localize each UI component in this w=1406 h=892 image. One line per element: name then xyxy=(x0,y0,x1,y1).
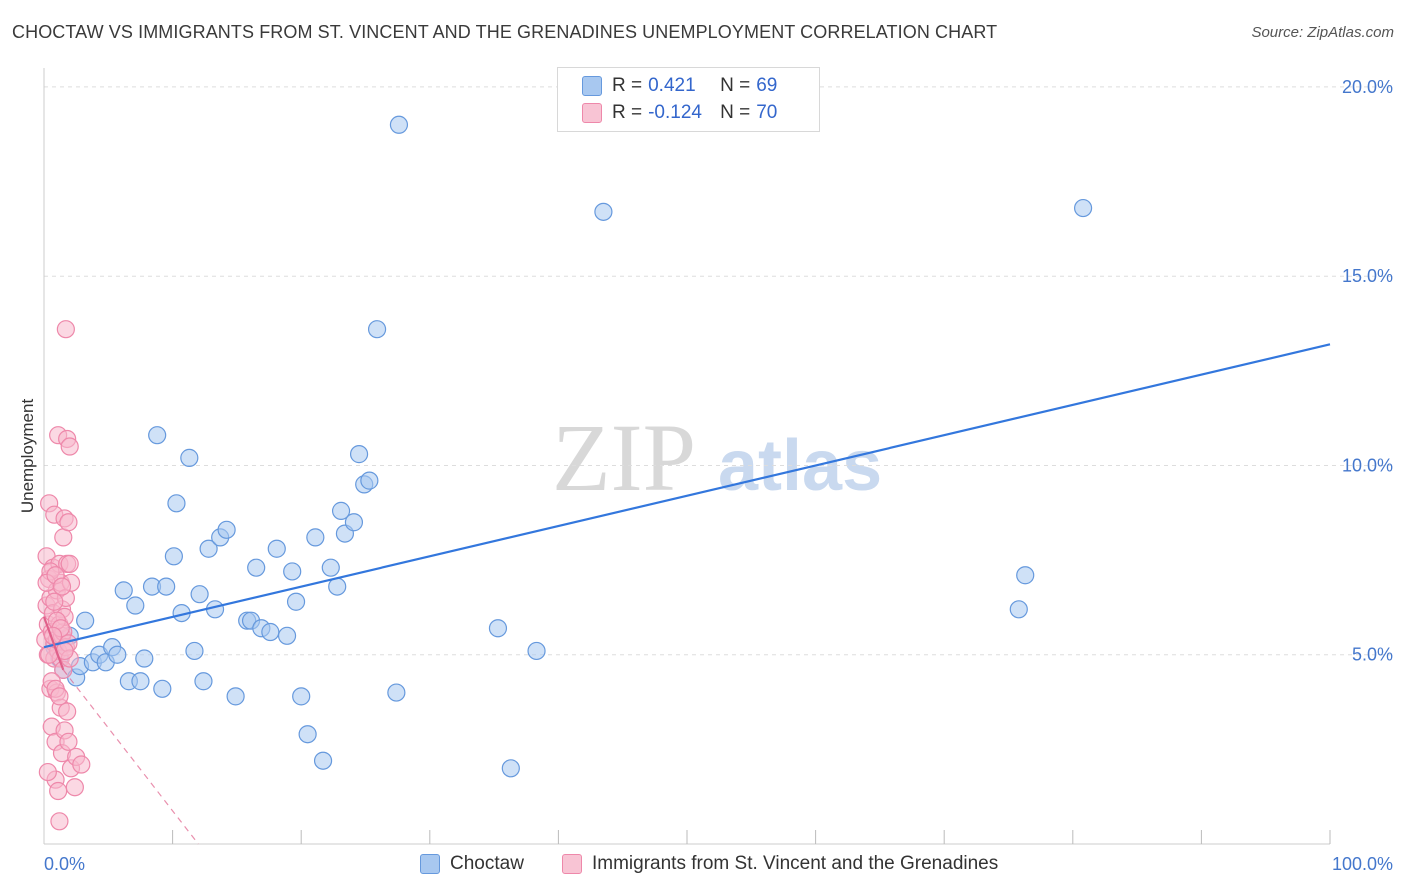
svg-immigrant-point xyxy=(50,812,69,831)
choctaw-point xyxy=(1073,198,1093,218)
legend-row-svg: R = -0.124 N = 70 xyxy=(582,101,777,125)
choctaw-point xyxy=(1009,600,1028,619)
choctaw-point xyxy=(167,494,186,513)
choctaw-point xyxy=(349,445,369,464)
svg-immigrant-point xyxy=(56,320,75,339)
choctaw-point xyxy=(190,585,209,604)
svg-immigrant-point xyxy=(72,755,91,774)
y-tick-label: 20.0% xyxy=(1342,77,1393,97)
x-ticks xyxy=(172,830,1331,844)
choctaw-point xyxy=(76,611,95,630)
choctaw-point xyxy=(108,645,127,664)
legend-swatch-svg xyxy=(582,103,602,123)
data-points xyxy=(36,115,1093,831)
legend-r-value: -0.124 xyxy=(648,102,702,123)
legend-row-choctaw: R = 0.421 N = 69 xyxy=(582,74,777,98)
y-tick-label: 5.0% xyxy=(1352,645,1393,665)
svg-immigrant-point xyxy=(60,554,79,573)
choctaw-point xyxy=(180,448,199,467)
choctaw-point xyxy=(226,687,245,706)
choctaw-point xyxy=(387,683,406,702)
series-legend-svg: Immigrants from St. Vincent and the Gren… xyxy=(562,852,998,876)
series-name-svg: Immigrants from St. Vincent and the Gren… xyxy=(592,853,999,874)
svg-immigrant-point xyxy=(52,577,72,596)
y-tick-label: 15.0% xyxy=(1342,266,1393,286)
source-label: Source: ZipAtlas.com xyxy=(1251,24,1394,41)
choctaw-point xyxy=(114,581,133,600)
choctaw-point xyxy=(164,547,183,566)
x-tick-label-max: 100.0% xyxy=(1332,854,1393,874)
choctaw-point xyxy=(131,672,150,691)
grid xyxy=(44,86,1393,656)
choctaw-point xyxy=(313,751,333,770)
svg-immigrant-point xyxy=(59,732,78,751)
chart-title: CHOCTAW VS IMMIGRANTS FROM ST. VINCENT A… xyxy=(12,22,998,42)
correlation-legend: R = 0.421 N = 69 R = -0.124 N = 70 xyxy=(557,67,820,132)
choctaw-point xyxy=(321,558,340,577)
watermark-zip: ZIP xyxy=(552,404,696,511)
choctaw-point xyxy=(261,622,280,642)
series-swatch-choctaw xyxy=(420,854,440,874)
choctaw-point xyxy=(306,528,325,547)
choctaw-point xyxy=(157,577,176,596)
legend-n-value: 70 xyxy=(756,102,778,123)
watermark-atlas: atlas xyxy=(718,426,882,506)
choctaw-point xyxy=(367,320,387,339)
svg-trend-line-dashed xyxy=(62,669,199,845)
series-name-choctaw: Choctaw xyxy=(450,853,524,874)
choctaw-point xyxy=(488,619,508,638)
svg-immigrant-point xyxy=(38,762,57,782)
svg-immigrant-point xyxy=(49,781,68,801)
legend-r-label: R = xyxy=(612,75,643,96)
svg-immigrant-point xyxy=(54,528,73,547)
choctaw-point xyxy=(135,649,154,668)
y-tick-labels: 5.0% 10.0% 15.0% 20.0% xyxy=(1342,77,1393,665)
series-swatch-svg xyxy=(562,854,582,874)
choctaw-point xyxy=(331,501,351,520)
choctaw-point xyxy=(344,513,364,532)
choctaw-point xyxy=(389,115,409,134)
choctaw-point xyxy=(247,558,266,577)
choctaw-point xyxy=(267,539,286,558)
y-tick-label: 10.0% xyxy=(1342,455,1393,475)
legend-swatch-choctaw xyxy=(582,76,602,96)
choctaw-point xyxy=(217,520,236,539)
series-legend-choctaw: Choctaw xyxy=(420,852,524,876)
choctaw-point xyxy=(199,539,218,558)
svg-trend-line-solid xyxy=(42,616,65,671)
svg-immigrant-point xyxy=(45,592,64,611)
choctaw-point xyxy=(126,596,145,615)
choctaw-point xyxy=(277,626,297,645)
choctaw-point xyxy=(594,202,613,221)
legend-r-value: 0.421 xyxy=(648,75,696,96)
choctaw-point xyxy=(283,562,302,581)
choctaw-point xyxy=(298,725,317,744)
svg-immigrant-point xyxy=(50,687,69,706)
choctaw-trend-line xyxy=(43,343,1331,649)
choctaw-point xyxy=(286,592,306,611)
legend-r-label: R = xyxy=(612,102,643,123)
choctaw-point xyxy=(360,471,379,490)
legend-n-value: 69 xyxy=(756,75,778,96)
svg-immigrant-point xyxy=(65,778,84,797)
svg-immigrant-point xyxy=(59,513,78,532)
choctaw-point xyxy=(153,679,172,698)
legend-n-label: N = xyxy=(720,75,751,96)
choctaw-point xyxy=(1016,566,1035,585)
watermark: ZIP atlas xyxy=(552,404,882,511)
choctaw-point xyxy=(148,426,167,445)
choctaw-point xyxy=(292,687,311,706)
choctaw-point xyxy=(194,672,213,691)
x-tick-label-min: 0.0% xyxy=(44,854,85,874)
trend-lines xyxy=(42,343,1331,845)
choctaw-point xyxy=(185,641,204,661)
choctaw-point xyxy=(501,759,520,778)
choctaw-point xyxy=(527,641,546,661)
svg-immigrant-point xyxy=(58,702,77,721)
legend-n-label: N = xyxy=(720,102,751,123)
svg-immigrant-point xyxy=(60,437,79,456)
